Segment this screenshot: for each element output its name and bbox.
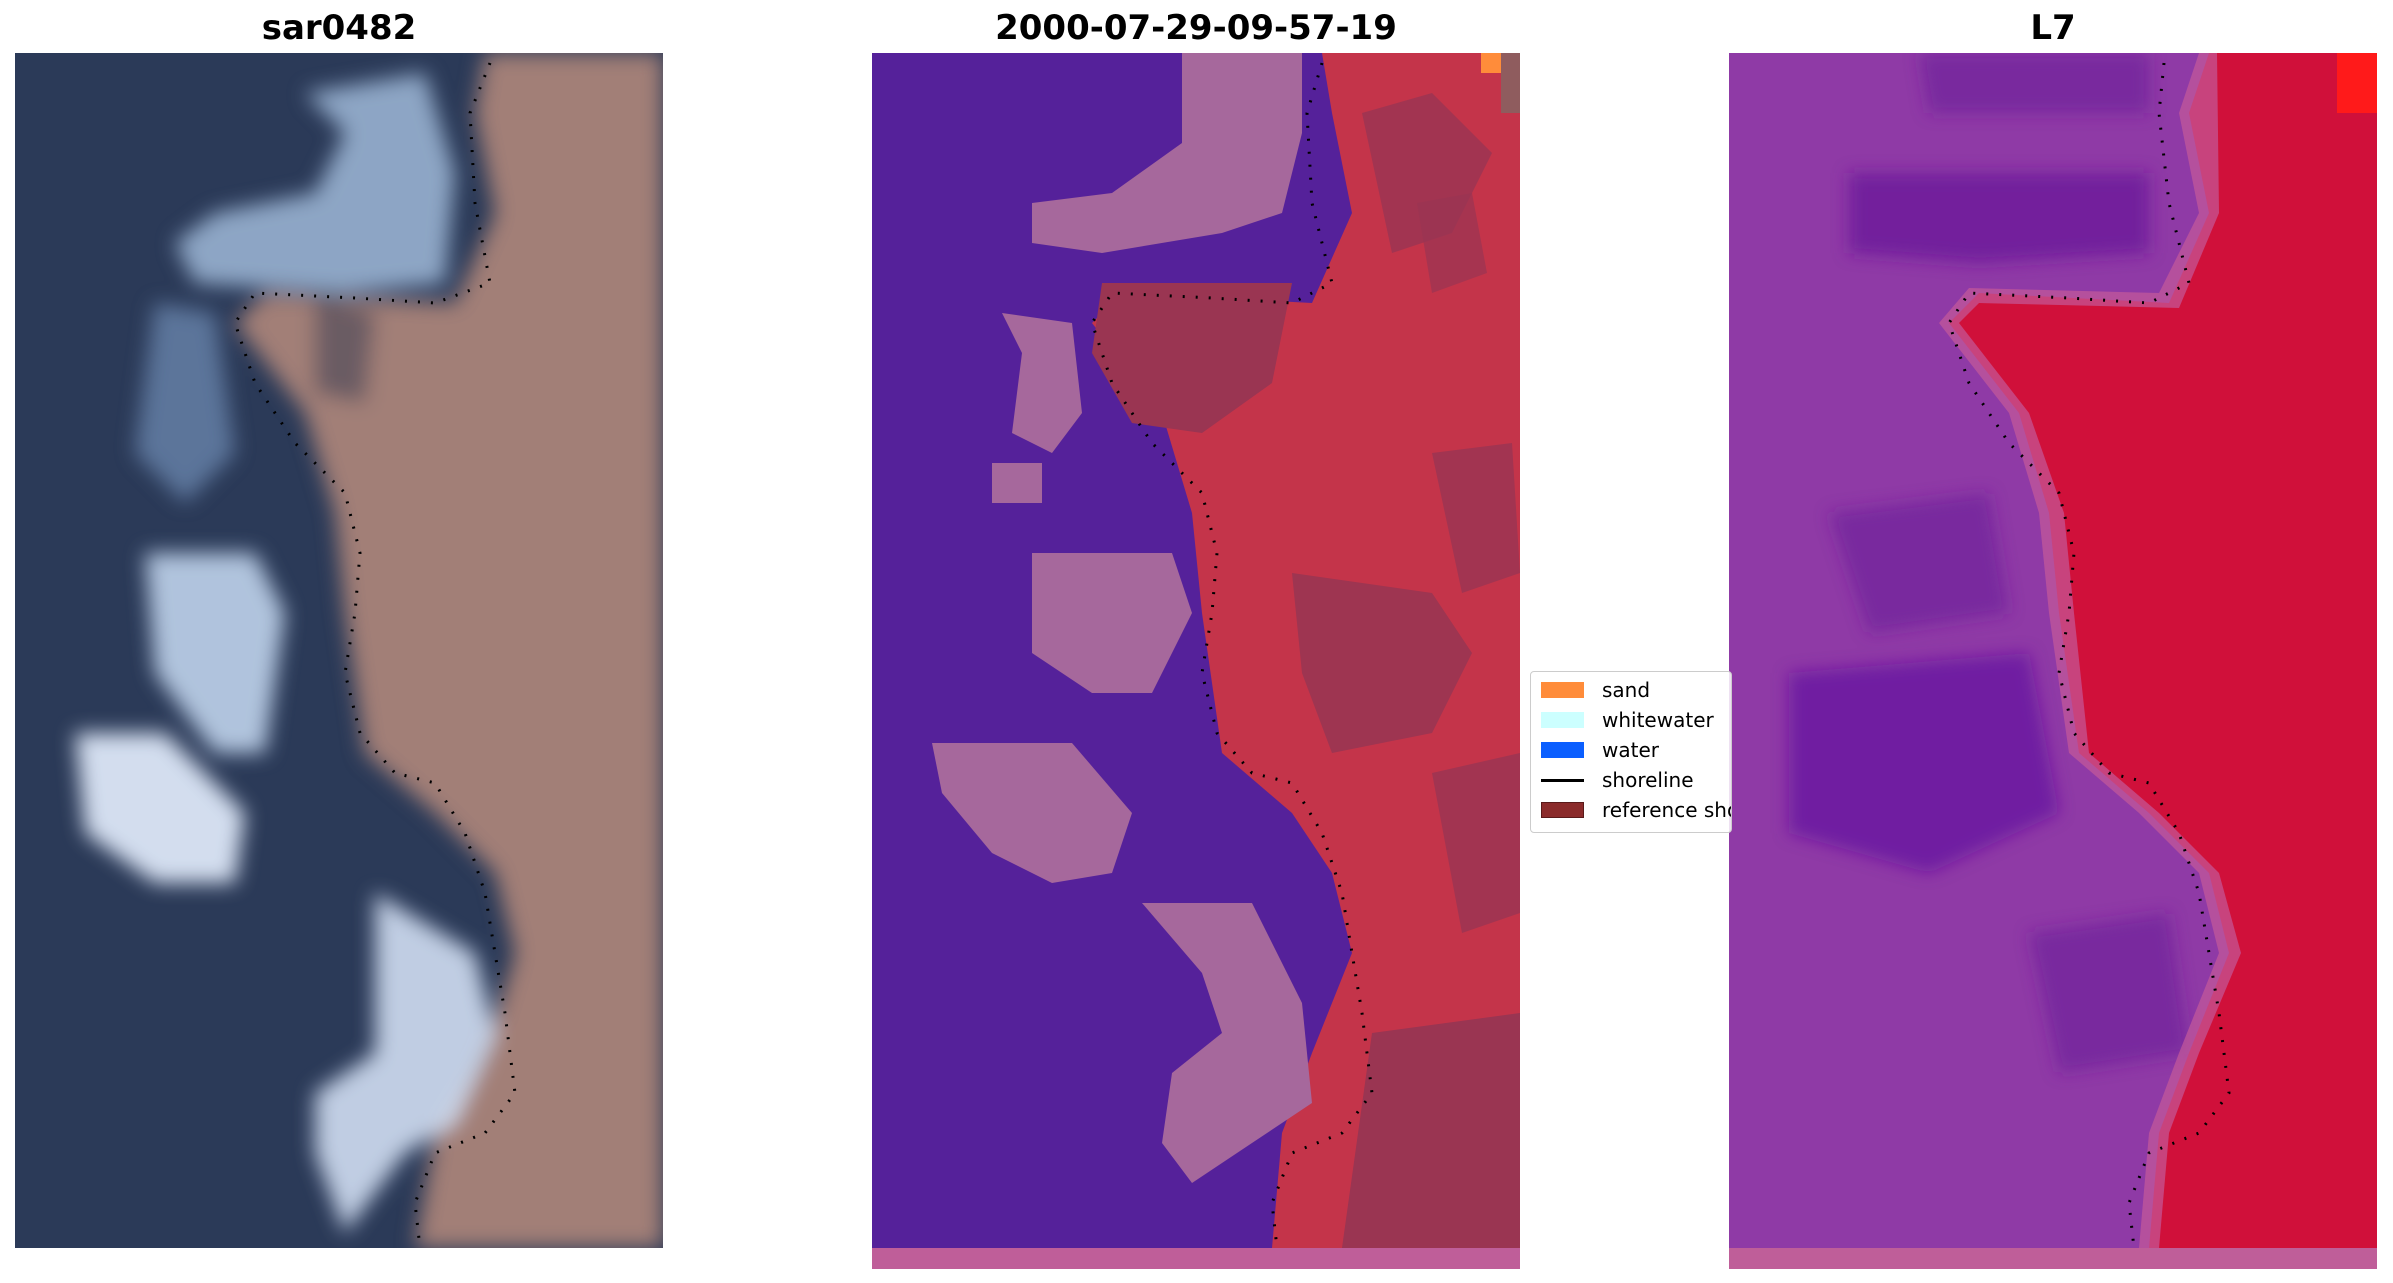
legend-item-sand: sand (1541, 677, 1650, 703)
legend-swatch-reference-shoreline (1541, 802, 1584, 818)
legend-swatch-sand (1541, 682, 1584, 698)
classification-image (872, 53, 1520, 1269)
panel-title-rgb: sar0482 (261, 8, 417, 48)
rgb-image (15, 53, 663, 1248)
legend-label: water (1602, 738, 1659, 762)
classification-panel (872, 53, 1520, 1269)
legend-item-whitewater: whitewater (1541, 707, 1714, 733)
panel-title-index: L7 (2030, 8, 2076, 48)
rgb-image-panel (15, 53, 663, 1248)
legend-label: whitewater (1602, 708, 1714, 732)
legend-line-shoreline (1541, 778, 1584, 782)
legend: sand whitewater water shoreline referenc… (1530, 671, 1732, 833)
legend-item-water: water (1541, 737, 1659, 763)
legend-label: shoreline (1602, 768, 1694, 792)
index-panel (1729, 53, 2377, 1269)
legend-item-shoreline: shoreline (1541, 767, 1694, 793)
legend-swatch-whitewater (1541, 712, 1584, 728)
legend-swatch-water (1541, 742, 1584, 758)
legend-item-reference-shoreline: reference shoreline (1541, 797, 1731, 823)
reference-shoreline-index (1947, 62, 2231, 1249)
reference-shoreline-rgb (233, 62, 517, 1248)
panel-title-classification: 2000-07-29-09-57-19 (995, 8, 1397, 48)
legend-label: sand (1602, 678, 1651, 702)
legend-label: reference shoreline (1602, 798, 1731, 822)
index-image (1729, 53, 2377, 1269)
